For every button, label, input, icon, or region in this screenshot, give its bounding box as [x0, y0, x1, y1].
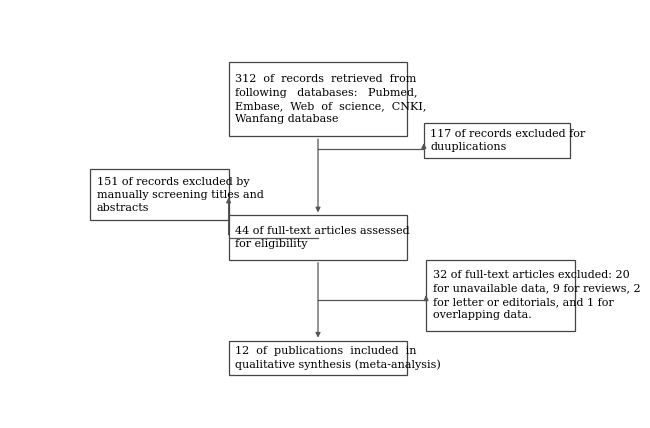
Text: 151 of records excluded by
manually screening titles and
abstracts: 151 of records excluded by manually scre… [97, 176, 263, 213]
Text: 32 of full-text articles excluded: 20
for unavailable data, 9 for reviews, 2
for: 32 of full-text articles excluded: 20 fo… [433, 270, 640, 320]
Text: 117 of records excluded for
duuplications: 117 of records excluded for duuplication… [430, 129, 586, 152]
Bar [229, 341, 408, 375]
Text: 44 of full-text articles assessed
for eligibility: 44 of full-text articles assessed for el… [235, 226, 410, 249]
Bar [424, 123, 570, 158]
Bar [90, 169, 229, 220]
Bar [229, 215, 408, 260]
Text: 312  of  records  retrieved  from
following   databases:   Pubmed,
Embase,  Web : 312 of records retrieved from following … [235, 74, 426, 124]
Text: 12  of  publications  included  in
qualitative synthesis (meta-analysis): 12 of publications included in qualitati… [235, 346, 441, 370]
Bar [229, 62, 408, 136]
Bar [426, 260, 575, 331]
